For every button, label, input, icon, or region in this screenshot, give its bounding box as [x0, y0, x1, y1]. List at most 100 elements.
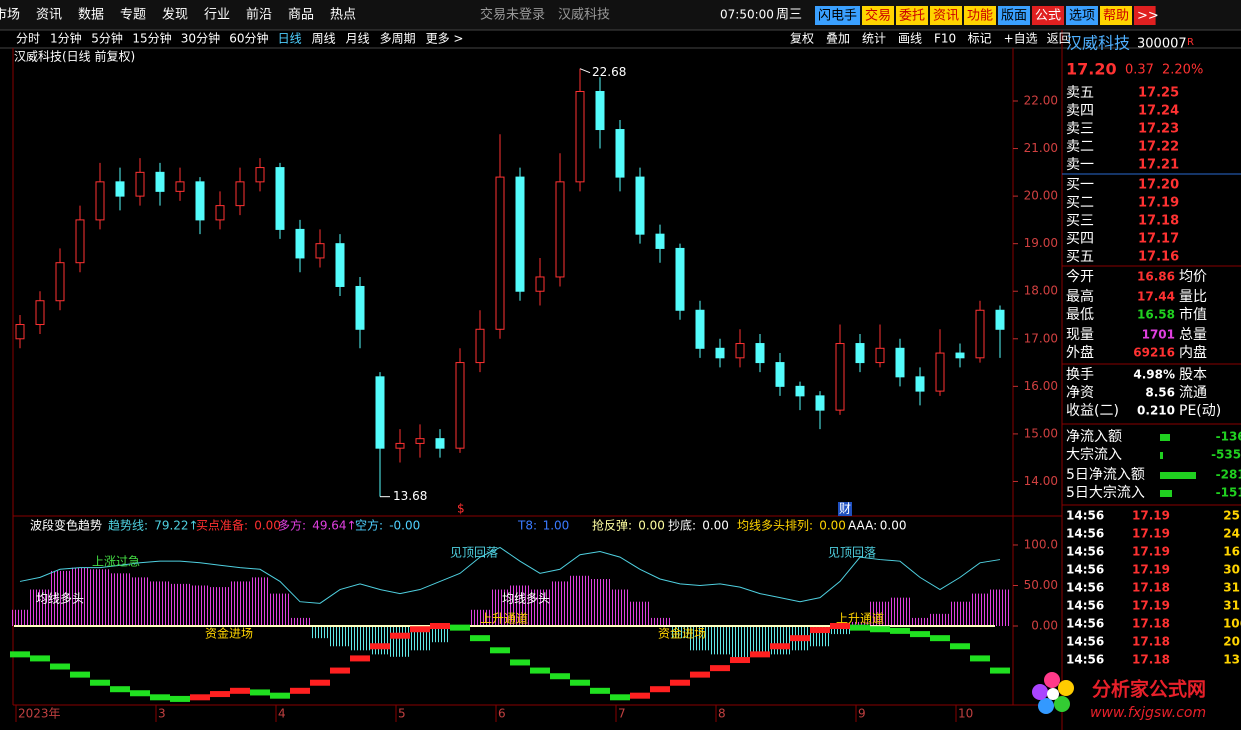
- histogram-bar: [490, 589, 510, 627]
- menu-button[interactable]: [930, 6, 962, 25]
- histogram-bar: [290, 617, 310, 627]
- tool-button[interactable]: 叠加: [826, 32, 850, 46]
- tool-button[interactable]: 画线: [898, 32, 922, 46]
- period-tab[interactable]: 多周期: [380, 32, 416, 46]
- menu-item[interactable]: 前沿: [246, 7, 272, 23]
- momentum-step: [430, 623, 450, 630]
- candle-body: [655, 233, 665, 249]
- momentum-step: [530, 667, 550, 674]
- period-tab[interactable]: 月线: [346, 32, 370, 46]
- momentum-step: [630, 692, 650, 699]
- high-pointer: [579, 68, 591, 74]
- menu-button-label[interactable]: 帮助: [1103, 9, 1129, 24]
- menu-item[interactable]: 行业: [204, 8, 230, 23]
- menu-button[interactable]: [862, 6, 894, 25]
- readout-label: 空方:: [355, 518, 383, 533]
- stat-label: 今开: [1066, 269, 1094, 285]
- period-tab[interactable]: 60分钟: [229, 31, 268, 46]
- menu-button-label[interactable]: 版面: [1001, 9, 1027, 24]
- menu-button-label[interactable]: 公式: [1035, 9, 1061, 24]
- momentum-step: [350, 655, 370, 662]
- flow-value: -2815: [1216, 468, 1241, 482]
- signal-label: 资金进场: [205, 626, 253, 641]
- momentum-step: [390, 632, 410, 639]
- period-tab[interactable]: 周线: [312, 32, 336, 46]
- tool-button[interactable]: 复权: [790, 32, 814, 46]
- tick-price: 17.18: [1132, 653, 1170, 667]
- histogram-bar: [90, 569, 110, 627]
- menu-item[interactable]: 热点: [330, 8, 356, 23]
- signal-label: 均线多头: [36, 592, 84, 606]
- y-tick-label: 14.00: [1024, 474, 1058, 488]
- menu-button[interactable]: [815, 6, 860, 25]
- tick-volume: 30: [1223, 563, 1240, 577]
- tool-button[interactable]: +自选: [1004, 32, 1038, 46]
- menu-button-label[interactable]: 选项: [1069, 9, 1095, 24]
- menu-button-label[interactable]: 委托: [899, 9, 925, 24]
- x-tick-label: 3: [158, 707, 166, 721]
- tool-button[interactable]: 返回: [1047, 32, 1071, 46]
- signal-label: 资金进场: [658, 626, 706, 641]
- candle-body: [335, 243, 345, 287]
- tick-price: 17.19: [1132, 599, 1170, 613]
- tool-button[interactable]: F10: [934, 32, 956, 46]
- histogram-bar: [230, 581, 250, 627]
- period-tab[interactable]: 日线: [278, 32, 302, 46]
- period-tab[interactable]: 更多 >: [426, 32, 464, 46]
- menu-item[interactable]: 发现: [162, 7, 188, 23]
- period-tab[interactable]: 15分钟: [132, 31, 171, 46]
- period-tab[interactable]: 1分钟: [50, 31, 82, 46]
- x-tick-label: 2023年: [18, 707, 61, 721]
- candle-body: [275, 167, 285, 230]
- menu-item[interactable]: 数据: [78, 8, 104, 23]
- signal-label: 均线多头: [502, 592, 550, 606]
- menu-button-label[interactable]: 功能: [967, 9, 993, 24]
- stat-label: 流通: [1179, 385, 1207, 401]
- candle-body: [615, 129, 625, 178]
- menu-item[interactable]: 资讯: [36, 8, 62, 23]
- menu-item[interactable]: 专题: [120, 8, 146, 23]
- menu-button-label[interactable]: 交易: [865, 8, 891, 24]
- tick-price: 17.18: [1132, 635, 1170, 649]
- momentum-step: [870, 626, 890, 633]
- candle-body: [195, 181, 205, 221]
- momentum-step: [890, 627, 910, 634]
- y-tick-label: 50.00: [1024, 578, 1058, 592]
- stock-name: 汉威科技: [1066, 34, 1130, 53]
- candle-body: [915, 376, 925, 392]
- menu-button-label[interactable]: >>: [1137, 9, 1159, 24]
- candle-body: [175, 181, 185, 192]
- menu-item[interactable]: 市场: [0, 7, 20, 23]
- menu-button[interactable]: [896, 6, 928, 25]
- tool-button[interactable]: 统计: [862, 32, 886, 46]
- menu-item[interactable]: 商品: [288, 8, 314, 23]
- period-tab[interactable]: 30分钟: [181, 31, 220, 46]
- candle-body: [815, 395, 825, 411]
- menu-button[interactable]: [1032, 6, 1064, 25]
- book-price: 17.16: [1138, 250, 1179, 265]
- candle-body: [775, 362, 785, 387]
- histogram-bar: [250, 577, 270, 627]
- period-tab[interactable]: 5分钟: [91, 31, 123, 46]
- menu-button-label[interactable]: 资讯: [933, 9, 959, 24]
- menu-button-label[interactable]: 闪电手: [818, 9, 857, 24]
- candle-body: [935, 352, 945, 392]
- menu-button[interactable]: [998, 6, 1030, 25]
- menu-button[interactable]: [964, 6, 996, 25]
- momentum-step: [470, 635, 490, 642]
- period-tab[interactable]: 分时: [16, 32, 40, 46]
- candle-body: [595, 90, 605, 131]
- tick-time: 14:56: [1066, 509, 1104, 523]
- readout-value: 1.00: [543, 519, 570, 533]
- tool-button[interactable]: 标记: [968, 32, 992, 46]
- menu-button[interactable]: [1066, 6, 1098, 25]
- histogram-bar: [990, 589, 1010, 627]
- momentum-step: [610, 694, 630, 701]
- menu-button[interactable]: [1100, 6, 1132, 25]
- candle-body: [975, 309, 985, 359]
- menu-button[interactable]: [1134, 6, 1156, 25]
- y-tick-label: 16.00: [1024, 379, 1058, 393]
- candle-body: [715, 347, 725, 359]
- histogram-bar: [870, 601, 890, 627]
- momentum-step: [410, 626, 430, 633]
